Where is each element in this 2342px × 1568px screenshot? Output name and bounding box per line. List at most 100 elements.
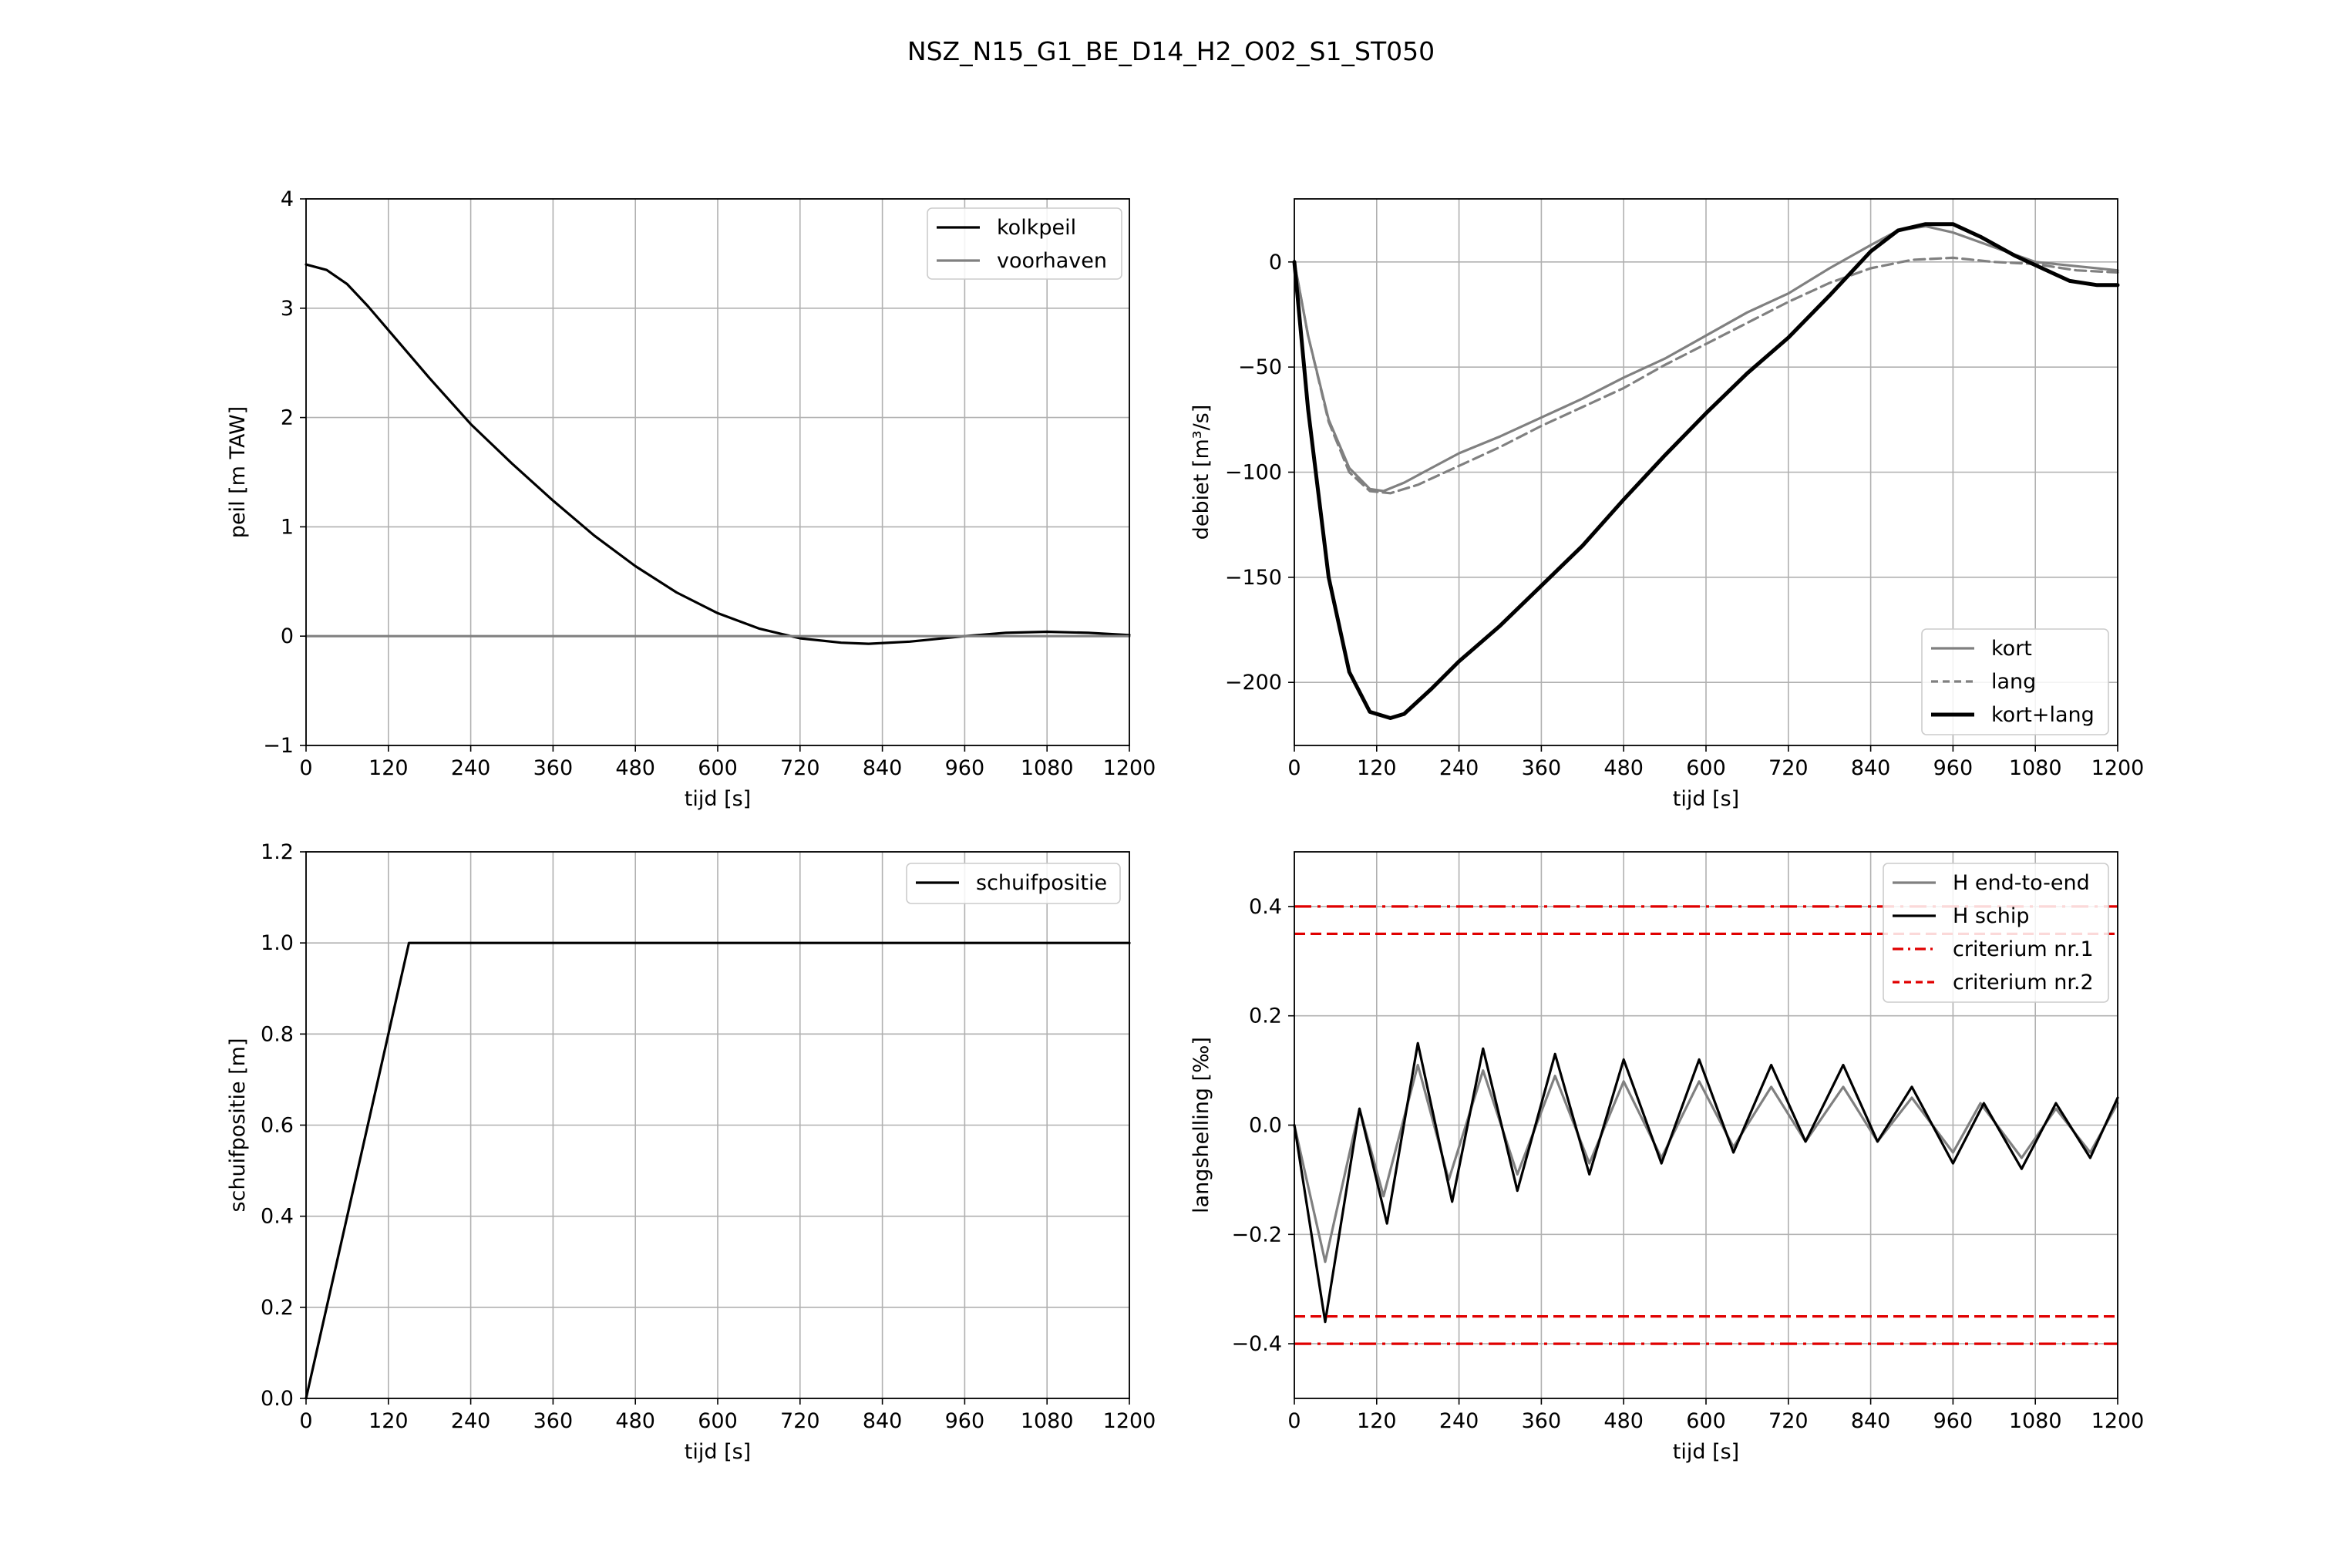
y-tick-label: 0 [1269,251,1282,274]
series-line-2 [1293,1041,2119,1324]
y-tick-label: 0.0 [1249,1114,1282,1138]
x-tick-label: 600 [1686,756,1726,780]
panel-4: 0 120 240 360 480 600 720 840 960 1080 1200 −0.4 −0.… [1190,851,2145,1464]
legend-label: kolkpeil [997,216,1076,240]
x-tick-label: 840 [1851,1409,1891,1433]
x-tick-label: 0 [299,756,312,780]
legend-box [1883,863,2109,1003]
y-tick-label: 0.8 [261,1022,294,1046]
y-tick-label: 4 [281,187,294,211]
legend-label: kort+lang [1991,703,2095,727]
y-tick-label: 0.2 [261,1296,294,1320]
x-axis-label: tijd [s] [1673,1440,1739,1464]
panel-2: 0 120 240 360 480 600 720 840 960 1080 1200 −200 −15… [1190,198,2145,811]
x-tick-label: 1080 [2009,756,2062,780]
y-tick-label: 0.0 [261,1387,294,1411]
x-tick-label: 720 [780,756,820,780]
x-tick-label: 480 [615,1409,655,1433]
y-tick-label: 1 [281,515,294,539]
y-tick-label: −0.2 [1231,1223,1282,1247]
x-tick-label: 1080 [2009,1409,2062,1433]
y-tick-label: 0.2 [1249,1004,1282,1028]
x-axis-label: tijd [s] [685,787,751,811]
y-tick-label: −150 [1225,566,1282,590]
x-axis-label: tijd [s] [685,1440,751,1464]
legend-box [1921,628,2109,735]
y-tick-label: 0.6 [261,1114,294,1138]
y-tick-label: −200 [1225,671,1282,695]
legend-label: kort [1991,637,2032,661]
x-tick-label: 960 [1933,756,1974,780]
series-line-1 [1293,224,2119,493]
x-tick-label: 1200 [2091,1409,2145,1433]
y-tick-label: −100 [1225,461,1282,485]
x-tick-label: 600 [1686,1409,1726,1433]
y-tick-label: −0.4 [1231,1332,1282,1356]
x-tick-label: 360 [533,756,574,780]
x-tick-label: 120 [1357,1409,1397,1433]
y-axis-label: debiet [m³/s] [1190,405,1213,540]
x-tick-label: 600 [698,1409,738,1433]
series-line-1 [305,941,1131,1400]
y-tick-label: 3 [281,297,294,321]
y-tick-label: 0 [281,624,294,648]
x-tick-label: 0 [299,1409,312,1433]
x-tick-label: 360 [533,1409,574,1433]
x-tick-label: 1200 [1103,1409,1156,1433]
x-tick-label: 840 [863,756,903,780]
panel-3: 0 120 240 360 480 600 720 840 960 1080 1200 0.0 0.2 0… [226,840,1156,1464]
x-tick-label: 600 [698,756,738,780]
x-tick-label: 360 [1522,1409,1562,1433]
figure-title: NSZ_N15_G1_BE_D14_H2_O02_S1_ST050 [907,36,1435,66]
legend: H end-to-end H schip criterium nr.1 criteri… [1883,863,2109,1003]
legend: schuifpositie [906,863,1121,904]
x-tick-label: 240 [1439,756,1479,780]
x-tick-label: 1200 [1103,756,1156,780]
y-tick-label: 1.2 [261,840,294,864]
x-tick-label: 960 [945,1409,985,1433]
legend-label: schuifpositie [976,871,1107,895]
x-tick-label: 480 [1603,756,1644,780]
y-tick-label: 0.4 [1249,895,1282,919]
x-tick-label: 120 [368,1409,409,1433]
x-tick-label: 240 [451,756,491,780]
x-axis-label: tijd [s] [1673,787,1739,811]
y-tick-label: −1 [263,734,294,758]
panel-1: 0 120 240 360 480 600 720 840 960 1080 1200−101234… [226,187,1156,811]
y-axis-label: peil [m TAW] [226,406,250,538]
x-tick-label: 840 [1851,756,1891,780]
x-tick-label: 0 [1287,1409,1301,1433]
legend: kort lang kort+lang [1921,628,2109,735]
y-tick-label: 2 [281,406,294,430]
y-axis-label: langshelling [‰] [1190,1037,1213,1213]
legend-label: criterium nr.1 [1953,937,2094,961]
series-line-3 [1292,222,2120,720]
x-tick-label: 120 [1357,756,1397,780]
y-tick-label: 1.0 [261,931,294,955]
x-tick-label: 360 [1522,756,1562,780]
legend-label: H end-to-end [1953,871,2090,895]
y-tick-label: −50 [1238,355,1282,379]
x-tick-label: 720 [780,1409,820,1433]
x-tick-label: 960 [1933,1409,1974,1433]
legend: kolkpeil voorhaven [927,207,1122,280]
legend-label: voorhaven [997,249,1107,273]
x-tick-label: 120 [368,756,409,780]
x-tick-label: 240 [1439,1409,1479,1433]
x-tick-label: 960 [945,756,985,780]
legend-label: lang [1991,670,2036,694]
x-tick-label: 1080 [1021,1409,1074,1433]
x-tick-label: 720 [1768,1409,1809,1433]
y-tick-label: 0.4 [261,1205,294,1229]
legend-box [906,863,1121,904]
x-tick-label: 840 [863,1409,903,1433]
legend-label: H schip [1953,904,2030,928]
x-tick-label: 0 [1287,756,1301,780]
x-tick-label: 240 [451,1409,491,1433]
x-tick-label: 480 [1603,1409,1644,1433]
x-tick-label: 1080 [1021,756,1074,780]
x-tick-label: 1200 [2091,756,2145,780]
series-line-1 [1293,1063,2119,1263]
x-tick-label: 480 [615,756,655,780]
